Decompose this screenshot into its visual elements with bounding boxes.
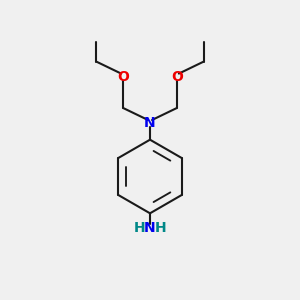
- Text: H: H: [134, 221, 146, 235]
- Text: H: H: [154, 221, 166, 235]
- Text: N: N: [144, 116, 156, 130]
- Text: O: O: [171, 70, 183, 84]
- Text: O: O: [117, 70, 129, 84]
- Text: N: N: [144, 221, 156, 235]
